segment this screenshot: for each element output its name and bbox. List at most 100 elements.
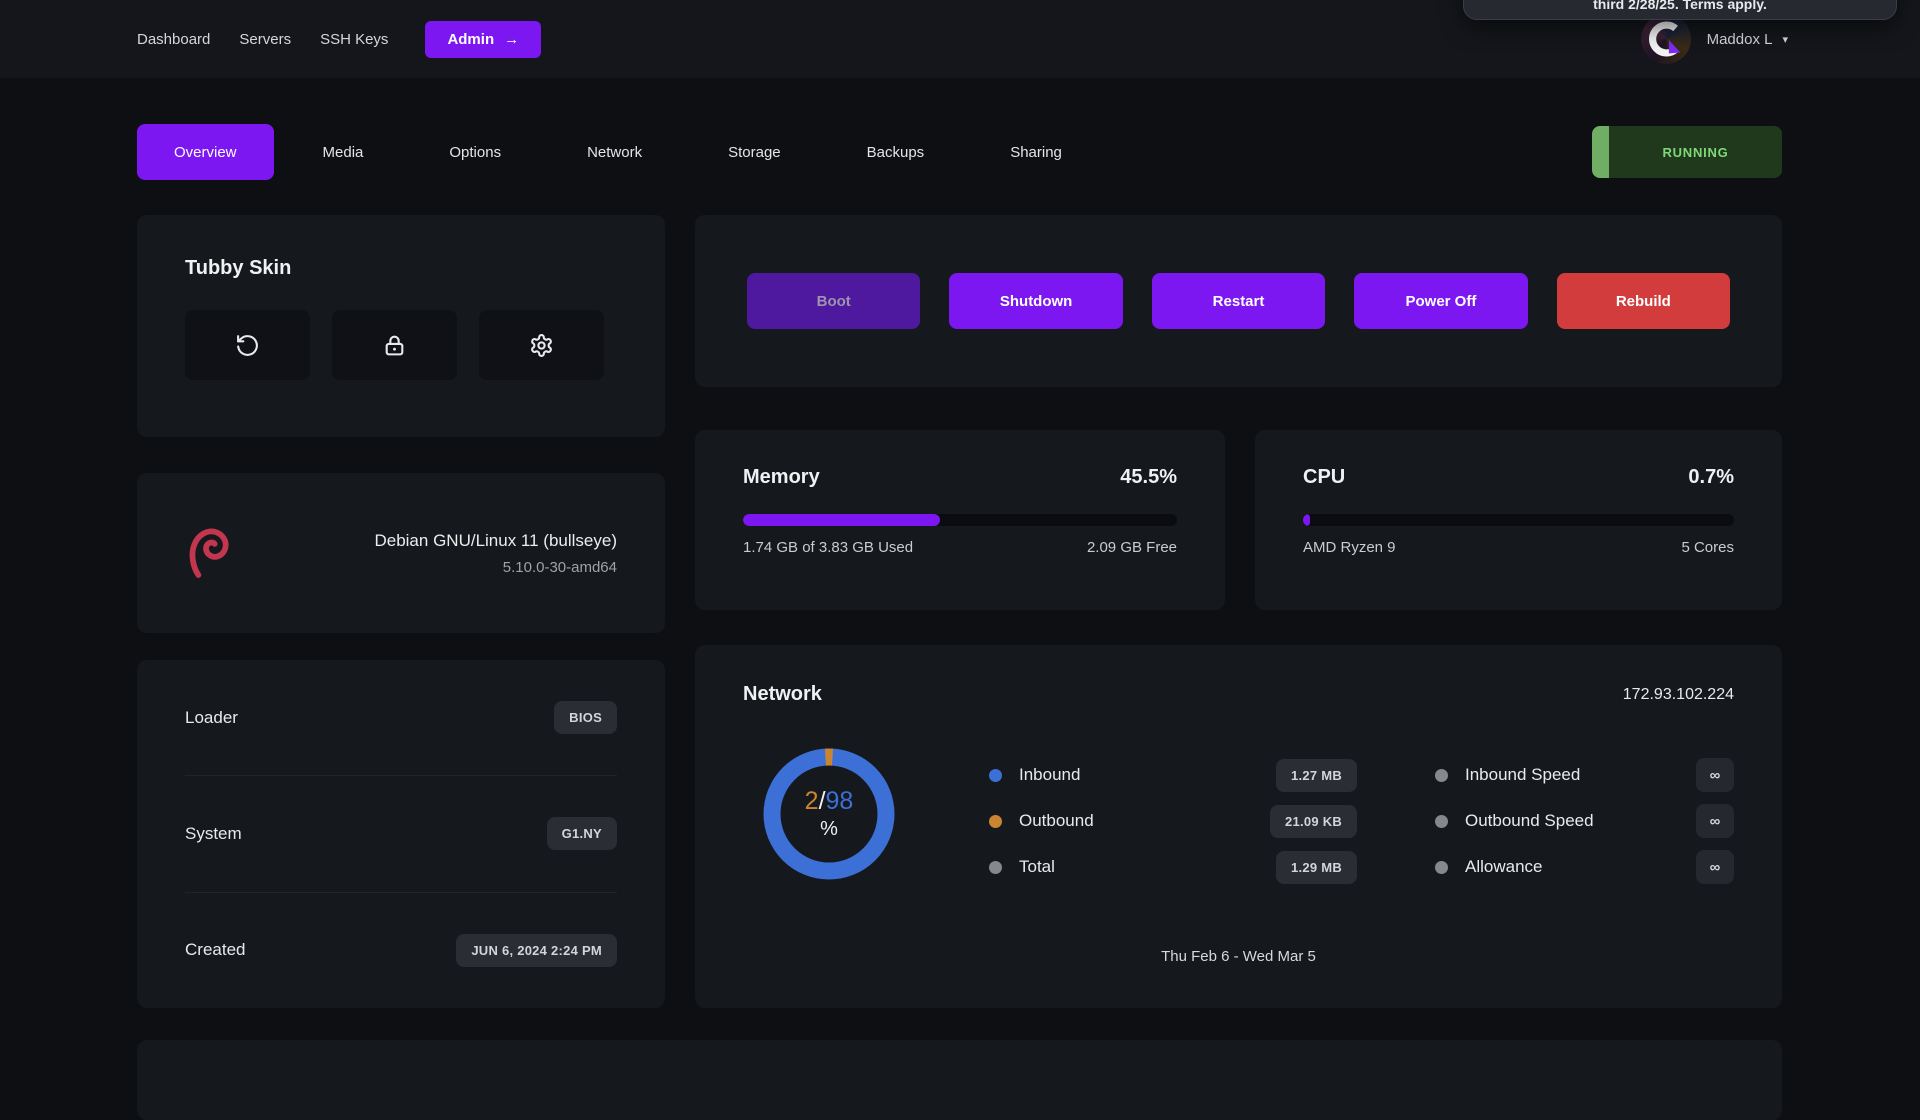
detail-value-badge: BIOS bbox=[554, 701, 617, 735]
detail-value-badge: JUN 6, 2024 2:24 PM bbox=[456, 933, 617, 967]
detail-row-system: System G1.NY bbox=[185, 776, 617, 893]
user-menu[interactable]: Maddox L ▾ bbox=[1640, 14, 1788, 64]
avatar bbox=[1640, 14, 1691, 64]
admin-button-label: Admin bbox=[447, 30, 495, 48]
outbound-speed-dot bbox=[1435, 814, 1448, 828]
inbound-value-badge: 1.27 MB bbox=[1276, 758, 1357, 792]
cpu-percent: 0.7% bbox=[1688, 466, 1734, 488]
cpu-model: AMD Ryzen 9 bbox=[1303, 539, 1396, 556]
chevron-down-icon: ▾ bbox=[1782, 33, 1788, 46]
donut-divider: / bbox=[818, 787, 826, 815]
infinity-badge: ∞ bbox=[1696, 758, 1734, 792]
detail-row-loader: Loader BIOS bbox=[185, 660, 617, 777]
legend-row-allowance: Allowance ∞ bbox=[1435, 844, 1734, 890]
network-legend-limits: Inbound Speed ∞ Outbound Speed ∞ Allowan… bbox=[1435, 752, 1734, 890]
detail-row-created: Created JUN 6, 2024 2:24 PM bbox=[185, 893, 617, 1008]
tab-sharing[interactable]: Sharing bbox=[1010, 143, 1062, 161]
nav-links: Dashboard Servers SSH Keys bbox=[137, 31, 388, 48]
memory-used: 1.74 GB of 3.83 GB Used bbox=[743, 539, 914, 556]
donut-svg bbox=[763, 748, 895, 880]
memory-header: Memory 45.5% bbox=[743, 466, 1177, 489]
legend-label: Outbound bbox=[1019, 811, 1094, 830]
toast-text: third 2/28/25. Terms apply. bbox=[1593, 0, 1767, 12]
lock-icon bbox=[385, 335, 404, 355]
status-badge: RUNNING bbox=[1592, 126, 1782, 178]
nav-link-servers[interactable]: Servers bbox=[239, 30, 292, 48]
tab-network[interactable]: Network bbox=[587, 143, 643, 161]
detail-label: System bbox=[185, 823, 242, 843]
server-tabs: Overview Media Options Network Storage B… bbox=[137, 124, 1782, 180]
nav-link-ssh-keys[interactable]: SSH Keys bbox=[320, 30, 389, 48]
boot-button[interactable]: Boot bbox=[747, 273, 921, 329]
os-info: Debian GNU/Linux 11 (bullseye) 5.10.0-30… bbox=[374, 531, 617, 576]
lock-button[interactable] bbox=[332, 310, 457, 380]
tab-storage[interactable]: Storage bbox=[728, 143, 781, 161]
tab-options[interactable]: Options bbox=[449, 143, 502, 161]
server-quick-actions bbox=[185, 310, 617, 380]
donut-unit: % bbox=[820, 818, 838, 840]
infinity-badge: ∞ bbox=[1696, 804, 1734, 838]
shutdown-button[interactable]: Shutdown bbox=[949, 273, 1123, 329]
memory-percent: 45.5% bbox=[1120, 466, 1177, 488]
reinstall-button[interactable] bbox=[185, 310, 310, 380]
detail-label: Loader bbox=[185, 707, 238, 727]
legend-label: Outbound Speed bbox=[1465, 811, 1594, 830]
network-card: Network 172.93.102.224 2/98 % Inbound 1.… bbox=[695, 645, 1782, 1008]
legend-row-total: Total 1.29 MB bbox=[989, 844, 1357, 890]
power-off-button[interactable]: Power Off bbox=[1354, 273, 1528, 329]
memory-progress-fill bbox=[743, 514, 941, 526]
network-header: Network 172.93.102.224 bbox=[743, 683, 1734, 706]
rotate-ccw-icon bbox=[237, 334, 258, 356]
power-actions-card: Boot Shutdown Restart Power Off Rebuild bbox=[695, 215, 1782, 387]
memory-progress-track bbox=[743, 514, 1177, 526]
donut-inbound-pct: 98 bbox=[825, 787, 854, 815]
user-name: Maddox L bbox=[1706, 30, 1773, 48]
legend-row-outbound-speed: Outbound Speed ∞ bbox=[1435, 798, 1734, 844]
admin-button[interactable]: Admin → bbox=[425, 20, 542, 58]
restart-button[interactable]: Restart bbox=[1151, 273, 1326, 329]
legend-label: Inbound bbox=[1019, 765, 1081, 784]
infinity-badge: ∞ bbox=[1696, 850, 1734, 884]
server-name: Tubby Skin bbox=[185, 257, 292, 279]
memory-footer: 1.74 GB of 3.83 GB Used 2.09 GB Free bbox=[743, 539, 1177, 556]
avatar-logo bbox=[1648, 21, 1681, 57]
bottom-card-clipped bbox=[137, 1040, 1782, 1120]
rebuild-button[interactable]: Rebuild bbox=[1556, 273, 1731, 329]
memory-card: Memory 45.5% 1.74 GB of 3.83 GB Used 2.0… bbox=[695, 430, 1225, 610]
cpu-progress-fill bbox=[1303, 514, 1310, 526]
donut-outbound-pct: 2 bbox=[804, 787, 819, 815]
total-value-badge: 1.29 MB bbox=[1276, 850, 1357, 884]
tab-overview[interactable]: Overview bbox=[137, 124, 274, 180]
network-donut-chart: 2/98 % bbox=[755, 740, 903, 888]
tab-media[interactable]: Media bbox=[322, 143, 364, 161]
cpu-card: CPU 0.7% AMD Ryzen 9 5 Cores bbox=[1255, 430, 1782, 610]
os-card: Debian GNU/Linux 11 (bullseye) 5.10.0-30… bbox=[137, 473, 665, 633]
legend-label: Inbound Speed bbox=[1465, 765, 1581, 784]
donut-center-label: 2/98 % bbox=[755, 740, 903, 888]
total-dot bbox=[989, 860, 1002, 874]
legend-label: Allowance bbox=[1465, 857, 1543, 876]
settings-button[interactable] bbox=[479, 310, 604, 380]
inbound-speed-dot bbox=[1435, 768, 1448, 782]
legend-row-inbound: Inbound 1.27 MB bbox=[989, 752, 1357, 798]
debian-logo bbox=[189, 528, 229, 578]
arrow-right-icon: → bbox=[504, 30, 520, 48]
cpu-footer: AMD Ryzen 9 5 Cores bbox=[1303, 539, 1734, 556]
memory-title: Memory bbox=[743, 466, 820, 488]
cpu-title: CPU bbox=[1303, 466, 1346, 488]
tab-backups[interactable]: Backups bbox=[866, 143, 925, 161]
os-kernel: 5.10.0-30-amd64 bbox=[502, 558, 617, 576]
allowance-dot bbox=[1435, 860, 1448, 874]
network-ip: 172.93.102.224 bbox=[1622, 685, 1734, 703]
notification-toast[interactable]: third 2/28/25. Terms apply. bbox=[1463, 0, 1897, 20]
cpu-cores: 5 Cores bbox=[1681, 539, 1734, 556]
donut-ratio: 2/98 bbox=[805, 787, 854, 816]
nav-link-dashboard[interactable]: Dashboard bbox=[137, 30, 211, 48]
network-legend-traffic: Inbound 1.27 MB Outbound 21.09 KB Total … bbox=[989, 752, 1357, 890]
server-card: Tubby Skin bbox=[137, 215, 665, 437]
os-distro: Debian GNU/Linux 11 (bullseye) bbox=[374, 530, 617, 550]
status-badge-label: RUNNING bbox=[1609, 126, 1782, 178]
detail-label: Created bbox=[185, 940, 246, 960]
status-badge-strip bbox=[1592, 126, 1609, 178]
gear-icon bbox=[531, 333, 552, 357]
